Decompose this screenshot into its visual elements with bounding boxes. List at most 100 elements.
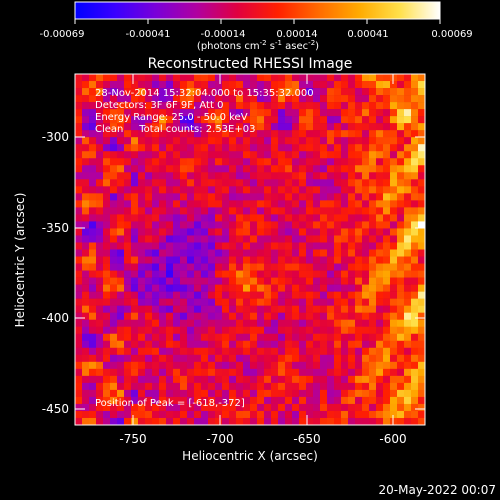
heatmap-cell (327, 298, 335, 306)
heatmap-cell (208, 277, 216, 285)
heatmap-cell (404, 74, 412, 82)
heatmap-cell (257, 389, 265, 398)
heatmap-cell (257, 193, 265, 201)
heatmap-cell (229, 256, 237, 264)
heatmap-cell (397, 270, 405, 278)
heatmap-cell (285, 396, 293, 405)
heatmap-cell (334, 361, 342, 370)
heatmap-cell (215, 137, 223, 145)
heatmap-cell (278, 417, 286, 426)
heatmap-cell (348, 333, 356, 342)
heatmap-cell (404, 242, 412, 250)
heatmap-cell (257, 235, 265, 243)
heatmap-cell (397, 319, 405, 328)
heatmap-cell (313, 235, 321, 243)
heatmap-cell (201, 123, 209, 131)
heatmap-cell (208, 228, 216, 236)
heatmap-cell (75, 74, 83, 82)
heatmap-cell (250, 326, 258, 335)
heatmap-cell (208, 319, 216, 328)
heatmap-cell (75, 165, 83, 173)
heatmap-cell (194, 263, 202, 271)
heatmap-cell (376, 186, 384, 194)
heatmap-cell (103, 361, 111, 370)
heatmap-cell (166, 151, 174, 159)
heatmap-cell (250, 291, 258, 299)
heatmap-cell (152, 158, 160, 166)
heatmap-cell (229, 123, 237, 131)
heatmap-cell (159, 214, 167, 222)
heatmap-cell (138, 109, 146, 117)
heatmap-cell (124, 354, 132, 363)
heatmap-cell (418, 123, 426, 131)
heatmap-cell (75, 116, 83, 124)
heatmap-cell (257, 305, 265, 313)
heatmap-cell (89, 172, 97, 180)
heatmap-cell (418, 326, 426, 335)
heatmap-cell (236, 389, 244, 398)
heatmap-cell (131, 165, 139, 173)
heatmap-cell (299, 396, 307, 405)
heatmap-cell (404, 368, 412, 377)
heatmap-cell (215, 144, 223, 152)
heatmap-cell (89, 263, 97, 271)
heatmap-cell (362, 88, 370, 96)
heatmap-cell (264, 277, 272, 285)
heatmap-cell (257, 354, 265, 363)
heatmap-cell (390, 284, 398, 292)
heatmap-cell (264, 200, 272, 208)
heatmap-cell (194, 368, 202, 377)
heatmap-cell (208, 354, 216, 363)
heatmap-cell (313, 410, 321, 419)
heatmap-cell (341, 130, 349, 138)
heatmap-cell (264, 109, 272, 117)
heatmap-cell (362, 151, 370, 159)
heatmap-cell (201, 95, 209, 103)
heatmap-cell (152, 319, 160, 328)
heatmap-cell (187, 410, 195, 419)
heatmap-cell (418, 221, 426, 229)
heatmap-cell (96, 354, 104, 363)
heatmap-cell (229, 298, 237, 306)
heatmap-cell (271, 123, 279, 131)
heatmap-cell (145, 263, 153, 271)
heatmap-cell (194, 361, 202, 370)
heatmap-cell (299, 284, 307, 292)
heatmap-cell (369, 410, 377, 419)
heatmap-cell (285, 410, 293, 419)
heatmap-cell (236, 88, 244, 96)
heatmap-cell (159, 200, 167, 208)
heatmap-cell (369, 403, 377, 412)
heatmap-cell (334, 249, 342, 257)
heatmap-cell (166, 319, 174, 328)
heatmap-cell (117, 256, 125, 264)
heatmap-cell (271, 410, 279, 419)
heatmap-cell (257, 284, 265, 292)
heatmap-cell (355, 172, 363, 180)
heatmap-cell (285, 263, 293, 271)
heatmap-cell (397, 123, 405, 131)
heatmap-cell (194, 270, 202, 278)
heatmap-cell (411, 333, 419, 342)
heatmap-cell (243, 235, 251, 243)
heatmap-cell (334, 368, 342, 377)
heatmap-cell (383, 242, 391, 250)
heatmap-cell (124, 158, 132, 166)
heatmap-cell (278, 326, 286, 335)
heatmap-cell (285, 382, 293, 391)
heatmap-cell (152, 165, 160, 173)
heatmap-cell (166, 284, 174, 292)
heatmap-cell (264, 228, 272, 236)
heatmap-cell (75, 417, 83, 426)
heatmap-cell (278, 389, 286, 398)
heatmap-cell (327, 186, 335, 194)
heatmap-cell (229, 228, 237, 236)
heatmap-cell (327, 172, 335, 180)
heatmap-cell (390, 354, 398, 363)
heatmap-cell (201, 403, 209, 412)
heatmap-cell (257, 242, 265, 250)
heatmap-cell (299, 74, 307, 82)
heatmap-cell (327, 235, 335, 243)
heatmap-cell (229, 396, 237, 405)
heatmap-cell (397, 74, 405, 82)
